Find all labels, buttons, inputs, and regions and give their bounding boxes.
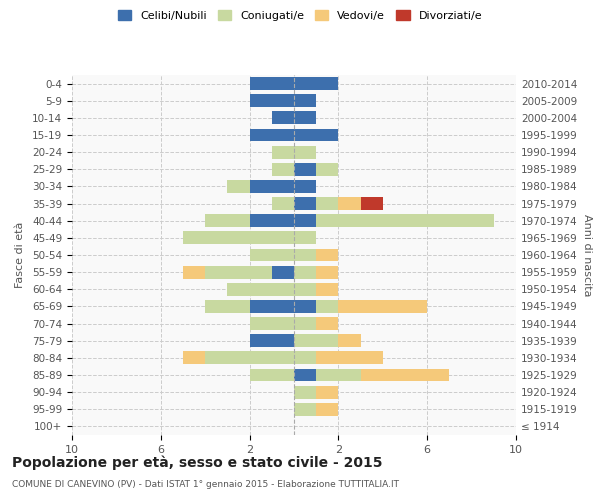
- Bar: [250, 94, 294, 107]
- Bar: [294, 386, 316, 398]
- Bar: [250, 214, 294, 227]
- Bar: [338, 300, 427, 313]
- Bar: [361, 197, 383, 210]
- Bar: [250, 128, 294, 141]
- Bar: [205, 266, 272, 278]
- Bar: [316, 248, 338, 262]
- Text: COMUNE DI CANEVINO (PV) - Dati ISTAT 1° gennaio 2015 - Elaborazione TUTTITALIA.I: COMUNE DI CANEVINO (PV) - Dati ISTAT 1° …: [12, 480, 399, 489]
- Bar: [294, 128, 338, 141]
- Bar: [316, 214, 494, 227]
- Bar: [250, 77, 294, 90]
- Bar: [294, 403, 316, 415]
- Bar: [294, 317, 316, 330]
- Bar: [294, 266, 316, 278]
- Bar: [316, 300, 338, 313]
- Bar: [227, 180, 250, 193]
- Y-axis label: Anni di nascita: Anni di nascita: [581, 214, 592, 296]
- Bar: [294, 180, 316, 193]
- Y-axis label: Fasce di età: Fasce di età: [15, 222, 25, 288]
- Bar: [294, 368, 316, 382]
- Bar: [316, 368, 361, 382]
- Bar: [294, 77, 338, 90]
- Bar: [183, 352, 205, 364]
- Bar: [316, 163, 338, 175]
- Bar: [272, 112, 294, 124]
- Bar: [250, 180, 294, 193]
- Bar: [316, 352, 383, 364]
- Bar: [250, 317, 294, 330]
- Bar: [227, 283, 294, 296]
- Bar: [250, 300, 294, 313]
- Bar: [294, 283, 316, 296]
- Bar: [250, 368, 294, 382]
- Bar: [316, 386, 338, 398]
- Bar: [294, 352, 316, 364]
- Bar: [294, 197, 316, 210]
- Bar: [205, 300, 250, 313]
- Bar: [294, 112, 316, 124]
- Bar: [294, 146, 316, 158]
- Bar: [250, 334, 294, 347]
- Bar: [272, 266, 294, 278]
- Text: Popolazione per età, sesso e stato civile - 2015: Popolazione per età, sesso e stato civil…: [12, 455, 383, 469]
- Bar: [250, 248, 294, 262]
- Bar: [294, 248, 316, 262]
- Bar: [205, 352, 294, 364]
- Bar: [316, 403, 338, 415]
- Bar: [316, 283, 338, 296]
- Bar: [338, 334, 361, 347]
- Bar: [294, 232, 316, 244]
- Bar: [272, 146, 294, 158]
- Bar: [294, 163, 316, 175]
- Bar: [338, 197, 361, 210]
- Bar: [294, 334, 338, 347]
- Bar: [316, 317, 338, 330]
- Legend: Celibi/Nubili, Coniugati/e, Vedovi/e, Divorziati/e: Celibi/Nubili, Coniugati/e, Vedovi/e, Di…: [113, 6, 487, 25]
- Bar: [316, 197, 338, 210]
- Bar: [294, 94, 316, 107]
- Bar: [205, 214, 250, 227]
- Bar: [294, 214, 316, 227]
- Bar: [183, 266, 205, 278]
- Bar: [183, 232, 294, 244]
- Bar: [272, 197, 294, 210]
- Bar: [294, 300, 316, 313]
- Bar: [316, 266, 338, 278]
- Bar: [272, 163, 294, 175]
- Bar: [361, 368, 449, 382]
